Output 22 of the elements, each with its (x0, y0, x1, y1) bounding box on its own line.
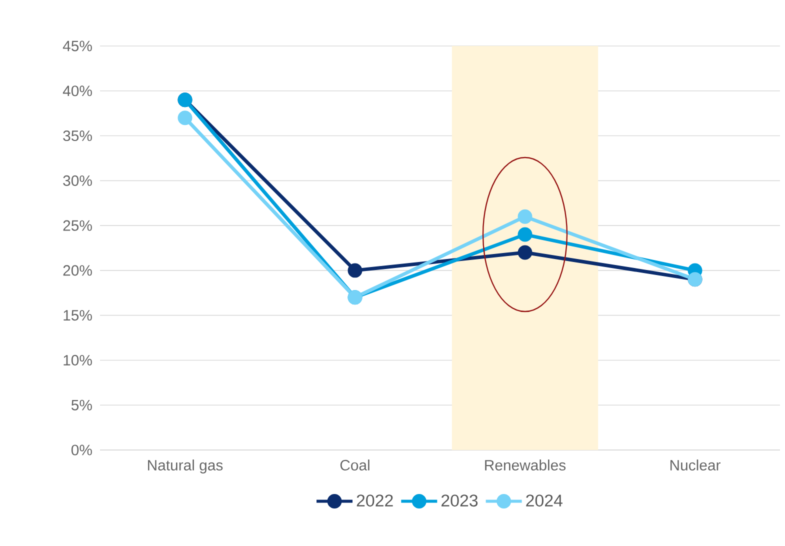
legend-label: 2024 (526, 494, 562, 507)
x-tick-label: Renewables (485, 460, 566, 470)
x-tick-label: Nuclear (670, 460, 720, 470)
legend-label: 2023 (442, 494, 478, 507)
y-tick-label: 30% (63, 175, 92, 186)
y-tick-label: 15% (64, 310, 92, 321)
x-tick-label: Coal (340, 460, 370, 470)
y-tick-label: 40% (62, 86, 92, 96)
point (178, 110, 192, 126)
y-tick-label: 45% (62, 40, 92, 52)
y-tick-label: 10% (64, 354, 92, 366)
y-tick-label: 20% (63, 265, 92, 276)
legend-label: 2022 (356, 494, 393, 507)
point (518, 227, 532, 242)
y-tick-label: 0% (71, 444, 92, 456)
y-tick-label: 25% (63, 220, 92, 231)
y-tick-label: 35% (63, 130, 92, 142)
point (518, 209, 532, 224)
y-tick-label: 5% (71, 400, 92, 410)
x-tick-label: Natural gas (148, 460, 223, 474)
point (348, 263, 362, 278)
point (518, 245, 532, 260)
